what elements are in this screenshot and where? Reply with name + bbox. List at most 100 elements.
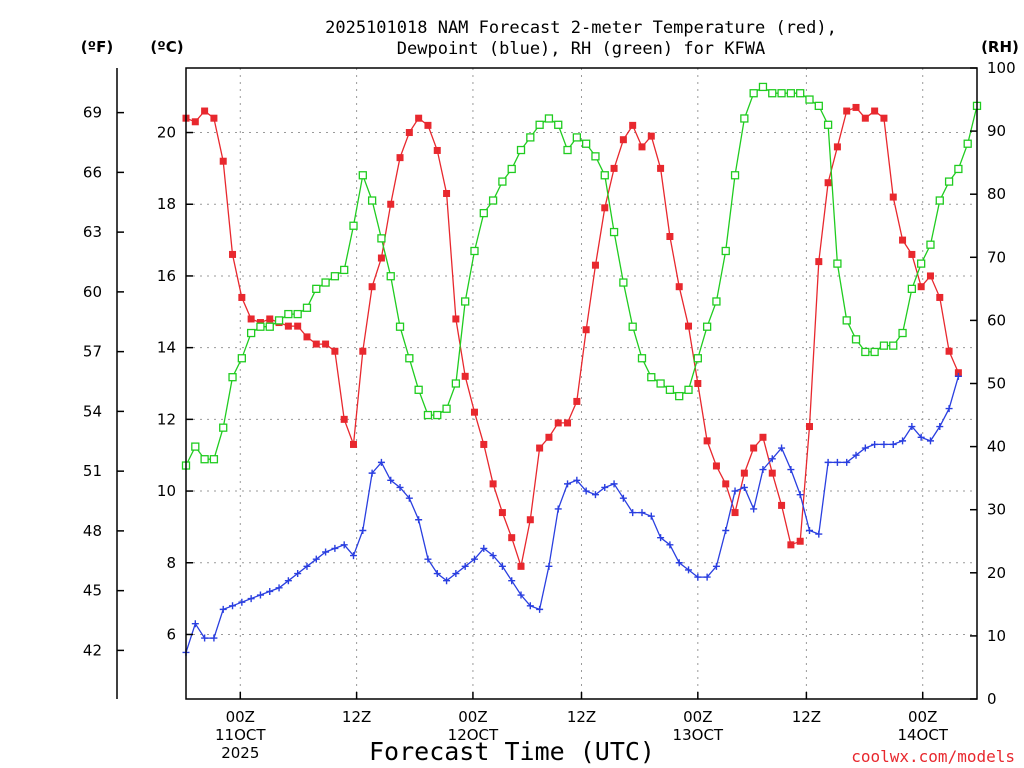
temperature-point: [815, 258, 823, 266]
temperature-point: [731, 509, 739, 517]
dewpoint-point: [638, 509, 646, 517]
x-tick-label: 12Z: [792, 708, 821, 726]
rh-point: [470, 246, 479, 256]
x-axis-title: Forecast Time (UTC): [369, 737, 655, 766]
dewpoint-point: [712, 562, 720, 570]
dewpoint-point: [805, 526, 813, 534]
temperature-point: [247, 315, 255, 323]
rh-point: [544, 114, 554, 123]
dewpoint-point: [517, 591, 525, 599]
rh-point: [619, 278, 628, 287]
dewpoint-point: [843, 458, 851, 466]
temperature-point: [861, 114, 869, 122]
rh-point: [191, 442, 200, 451]
temperature-point: [675, 283, 683, 291]
dewpoint-point: [647, 512, 655, 520]
temperature-point: [945, 347, 953, 355]
dewpoint-point: [610, 480, 618, 488]
rh-point: [340, 265, 349, 275]
dewpoint-point: [824, 458, 832, 466]
temperature-point: [666, 233, 674, 241]
dewpoint-point: [275, 584, 283, 592]
temperature-point: [322, 340, 330, 348]
c-tick-label: 20: [157, 124, 176, 142]
dewpoint-point: [210, 634, 218, 642]
rh-point: [433, 410, 442, 420]
rh-point: [451, 379, 461, 388]
dewpoint-point: [657, 534, 665, 542]
temperature-point: [787, 541, 795, 549]
rh-point: [591, 152, 600, 161]
rh-point: [898, 328, 907, 338]
rh-point: [386, 272, 395, 281]
dewpoint-point: [536, 605, 544, 613]
dewpoint-point: [303, 562, 311, 570]
rh-tick-label: 70: [987, 248, 1006, 266]
dewpoint-point: [936, 423, 944, 431]
temperature-point: [526, 516, 534, 524]
temperature-point: [685, 322, 693, 330]
rh-point: [572, 133, 581, 142]
dewpoint-point: [294, 570, 302, 578]
rh-tick-label: 40: [987, 438, 1006, 456]
dewpoint-point: [266, 587, 274, 595]
celsius-axis: 6 8 10 12 14 16 18 20: [157, 124, 193, 643]
dewpoint-point: [201, 634, 209, 642]
rh-tick-label: 90: [987, 122, 1006, 140]
rh-point: [516, 145, 526, 155]
f-tick-label: 63: [83, 223, 102, 241]
temperature-point: [368, 283, 376, 291]
dewpoint-point: [778, 444, 786, 452]
f-tick-label: 48: [83, 522, 102, 540]
temperature-point: [740, 469, 748, 477]
rh-point: [954, 164, 963, 174]
dewpoint-point: [405, 494, 413, 502]
rh-point: [721, 246, 730, 256]
dewpoint-point: [694, 573, 702, 581]
rh-point: [265, 322, 274, 331]
temperature-point: [601, 204, 609, 212]
rh-point: [749, 89, 758, 98]
temperature-point: [917, 283, 925, 291]
temperature-point: [536, 444, 544, 452]
rh-point: [284, 309, 293, 319]
dewpoint-point: [424, 555, 432, 563]
dewpoint-point: [619, 494, 627, 502]
rh-point: [796, 89, 805, 98]
dewpoint-point: [573, 476, 581, 484]
c-tick-label: 10: [157, 482, 176, 500]
dewpoint-point: [740, 483, 748, 491]
rh-point: [358, 171, 367, 180]
temperature-point: [387, 200, 395, 208]
temperature-point: [712, 462, 720, 470]
f-tick-label: 51: [83, 462, 102, 480]
rh-point: [842, 316, 851, 325]
rh-point: [702, 322, 712, 331]
f-tick-label: 69: [83, 104, 102, 122]
dewpoint-point: [787, 466, 795, 474]
temperature-point: [229, 250, 237, 258]
temperature-point: [610, 164, 618, 172]
dewpoint-point: [926, 437, 934, 445]
dewpoint-point: [508, 577, 516, 585]
temperature-point: [210, 114, 218, 122]
dewpoint-point: [219, 605, 227, 613]
dewpoint-point: [368, 469, 376, 477]
temperature-point: [722, 480, 730, 488]
dewpoint-point: [443, 577, 451, 585]
temperature-point: [498, 509, 506, 517]
rh-point: [861, 347, 870, 357]
rh-point: [851, 335, 861, 344]
dewpoint-point: [861, 444, 869, 452]
dewpoint-point: [247, 595, 255, 603]
temperature-point: [303, 333, 311, 341]
rh-point: [907, 284, 917, 294]
dewpoint-point: [768, 455, 776, 463]
rh-point: [414, 385, 423, 394]
rh-point: [293, 309, 302, 319]
dewpoint-point: [917, 433, 925, 441]
dewpoint-point: [880, 440, 888, 448]
dewpoint-series: [182, 372, 962, 656]
rh-tick-label: 100: [987, 59, 1016, 77]
